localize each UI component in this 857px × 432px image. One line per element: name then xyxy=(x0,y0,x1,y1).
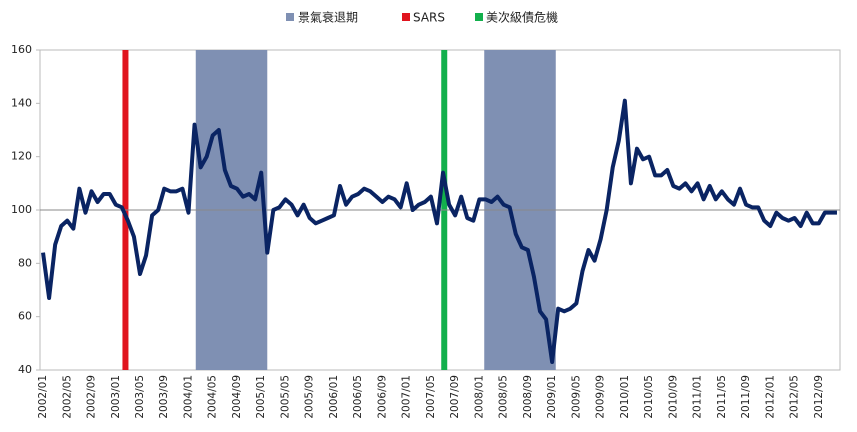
x-tick-label: 2009/05 xyxy=(570,375,582,419)
y-tick-label: 80 xyxy=(18,256,32,269)
y-tick-label: 40 xyxy=(18,363,32,376)
legend: 景氣衰退期 SARS 美次級債危機 xyxy=(286,10,558,25)
x-tick-label: 2006/01 xyxy=(328,375,340,419)
x-tick-label: 2003/01 xyxy=(110,375,122,419)
legend-swatch xyxy=(286,13,294,21)
legend-swatch xyxy=(475,13,483,21)
x-tick-label: 2003/09 xyxy=(158,375,170,419)
x-tick-label: 2002/05 xyxy=(61,375,73,419)
x-tick-label: 2005/05 xyxy=(279,375,291,419)
legend-label: 景氣衰退期 xyxy=(298,10,358,25)
x-tick-label: 2005/09 xyxy=(304,375,316,419)
x-tick-label: 2004/09 xyxy=(231,375,243,419)
x-tick-label: 2009/01 xyxy=(546,375,558,419)
x-tick-label: 2011/05 xyxy=(716,375,728,419)
x-tick-label: 2008/05 xyxy=(498,375,510,419)
x-tick-label: 2008/09 xyxy=(522,375,534,419)
x-tick-label: 2011/01 xyxy=(692,375,704,419)
x-tick-label: 2007/09 xyxy=(449,375,461,419)
x-tick-label: 2002/01 xyxy=(37,375,49,419)
y-tick-label: 60 xyxy=(18,310,32,323)
legend-swatch xyxy=(402,13,410,21)
x-tick-label: 2012/09 xyxy=(813,375,825,419)
x-tick-label: 2006/09 xyxy=(376,375,388,419)
series-line xyxy=(41,98,837,364)
y-tick-label: 100 xyxy=(11,203,32,216)
legend-label: 美次級債危機 xyxy=(486,10,558,25)
x-tick-label: 2007/05 xyxy=(425,375,437,419)
x-tick-label: 2010/09 xyxy=(667,375,679,419)
x-tick-label: 2004/05 xyxy=(207,375,219,419)
x-tick-label: 2010/05 xyxy=(643,375,655,419)
y-tick-label: 140 xyxy=(11,96,32,109)
x-tick-label: 2009/09 xyxy=(595,375,607,419)
x-tick-label: 2005/01 xyxy=(255,375,267,419)
x-tick-label: 2008/01 xyxy=(473,375,485,419)
x-tick-label: 2012/05 xyxy=(789,375,801,419)
x-tick-label: 2006/05 xyxy=(352,375,364,419)
x-tick-label: 2010/01 xyxy=(619,375,631,419)
legend-label: SARS xyxy=(413,11,445,25)
x-tick-label: 2003/05 xyxy=(134,375,146,419)
x-tick-label: 2002/09 xyxy=(86,375,98,419)
x-tick-label: 2004/01 xyxy=(182,375,194,419)
x-tick-label: 2012/01 xyxy=(764,375,776,419)
x-tick-label: 2007/01 xyxy=(401,375,413,419)
x-tick-label: 2011/09 xyxy=(740,375,752,419)
y-tick-label: 120 xyxy=(11,150,32,163)
y-tick-label: 160 xyxy=(11,43,32,56)
